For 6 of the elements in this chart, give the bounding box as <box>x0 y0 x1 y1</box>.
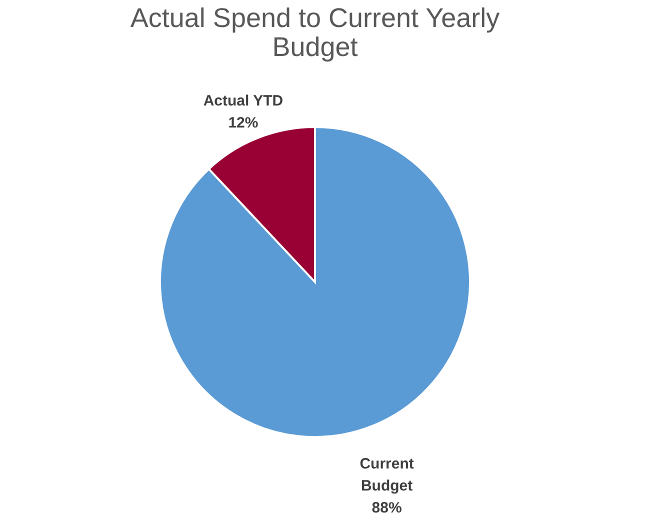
data-label: 12% <box>228 114 258 132</box>
slice-label: Current Budget <box>360 455 414 494</box>
slice-label: Actual YTD <box>203 92 284 110</box>
chart-title: Actual Spend to Current Yearly Budget <box>130 3 500 62</box>
data-label: 88% <box>372 499 402 516</box>
pie-slice <box>159 126 471 438</box>
